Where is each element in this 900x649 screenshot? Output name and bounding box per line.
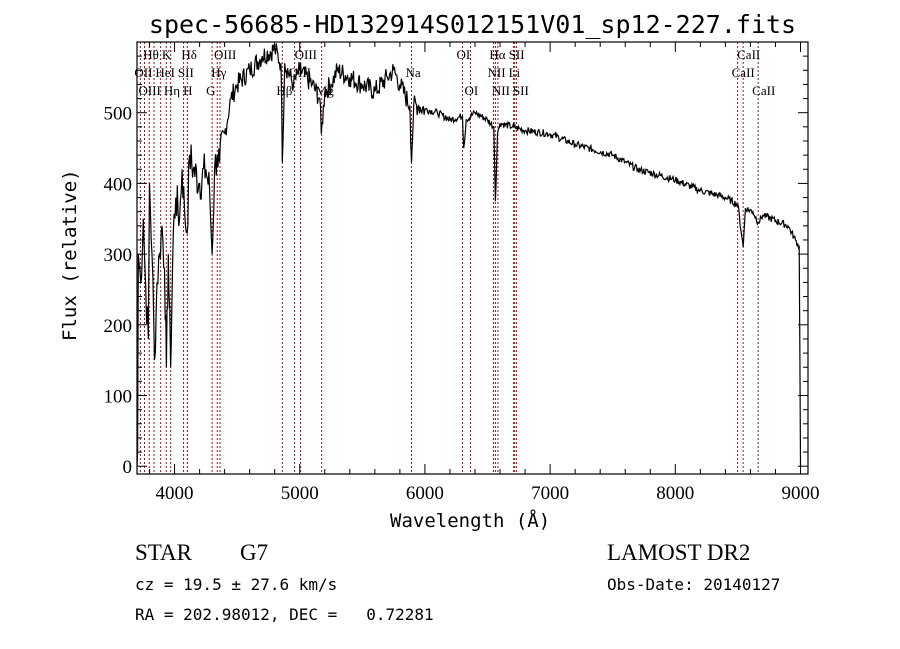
- line-label-nii: NII: [492, 83, 510, 98]
- line-label-hδ: Hδ: [181, 47, 197, 62]
- line-label-caii: CaII: [737, 47, 760, 62]
- obs-date: Obs-Date: 20140127: [607, 575, 781, 594]
- y-tick-label: 100: [104, 387, 133, 408]
- line-label-oi: OI: [456, 47, 470, 62]
- line-label-caii: CaII: [752, 83, 775, 98]
- line-label-hγ: Hγ: [211, 65, 226, 80]
- line-label-hθ: Hθ: [143, 47, 159, 62]
- object-subclass: G7: [240, 540, 269, 565]
- line-label-oiii: OIII: [214, 47, 236, 62]
- line-label-na: Na: [406, 65, 421, 80]
- line-label-li: Li: [509, 65, 521, 80]
- chart-title: spec-56685-HD132914S012151V01_sp12-227.f…: [148, 10, 797, 39]
- survey-name: LAMOST DR2: [607, 540, 751, 565]
- line-label-oiii: OIII: [139, 83, 161, 98]
- redshift-text: cz = 19.5 ± 27.6 km/s: [135, 575, 338, 594]
- x-tick-label: 5000: [281, 483, 319, 504]
- x-tick-label: 9000: [781, 483, 819, 504]
- spectrum-line: [137, 43, 802, 467]
- line-label-hη: Hη: [164, 83, 180, 98]
- y-tick-label: 300: [104, 245, 133, 266]
- line-label-k: K: [162, 47, 172, 62]
- plot-frame: [136, 41, 809, 475]
- x-tick-label: 8000: [656, 483, 694, 504]
- line-label-oiii: OIII: [295, 47, 317, 62]
- line-label-caii: CaII: [732, 65, 755, 80]
- x-axis-label: Wavelength (Å): [390, 510, 551, 532]
- line-label-h: H: [183, 83, 192, 98]
- line-label-sii: SII: [509, 47, 525, 62]
- object-class: STAR: [135, 540, 192, 565]
- coordinates-text: RA = 202.98012, DEC = 0.72281: [135, 605, 434, 624]
- line-label-sii: SII: [178, 65, 194, 80]
- line-label-oi: OI: [464, 83, 478, 98]
- line-label-hα: Hα: [489, 47, 505, 62]
- y-tick-label: 0: [123, 457, 133, 478]
- x-tick-label: 4000: [156, 483, 194, 504]
- line-label-nii: NII: [488, 65, 506, 80]
- y-tick-label: 200: [104, 316, 133, 337]
- x-tick-label: 6000: [406, 483, 444, 504]
- line-label-oii: OII: [134, 65, 152, 80]
- y-tick-label: 500: [104, 104, 133, 125]
- x-tick-label: 7000: [531, 483, 569, 504]
- y-tick-label: 400: [104, 174, 133, 195]
- line-label-sii: SII: [513, 83, 529, 98]
- line-label-g: G: [206, 83, 215, 98]
- line-label-hei: HeI: [155, 65, 175, 80]
